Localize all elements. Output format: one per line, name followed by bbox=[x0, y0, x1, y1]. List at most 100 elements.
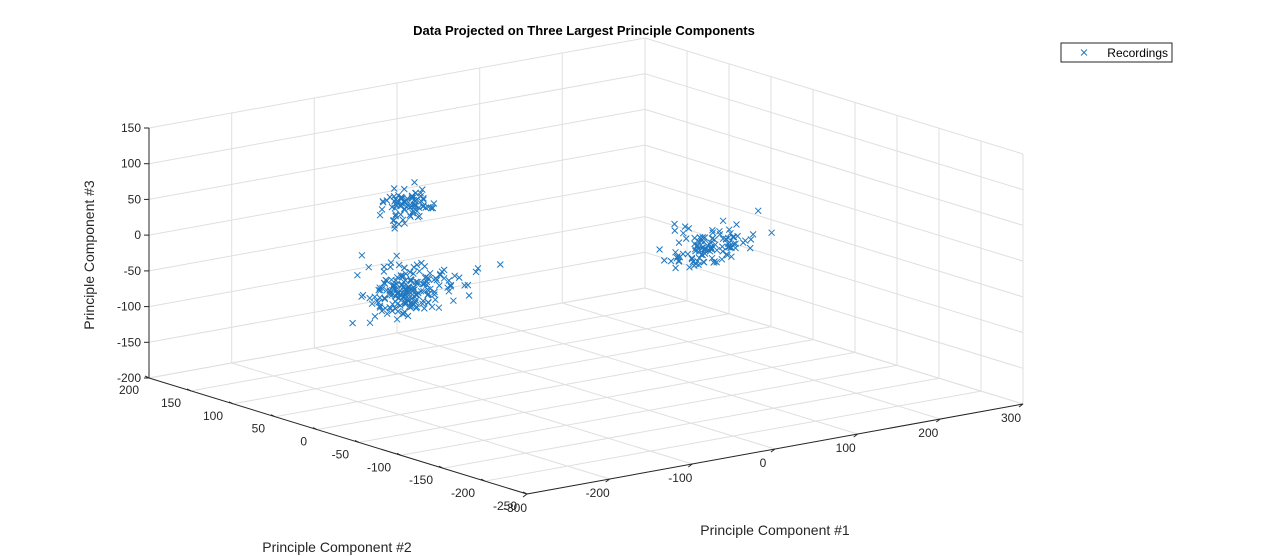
data-point bbox=[675, 239, 683, 246]
data-point bbox=[392, 305, 399, 312]
data-point bbox=[686, 263, 693, 271]
data-point bbox=[660, 257, 668, 264]
data-point bbox=[722, 236, 730, 243]
y-tick-label: 150 bbox=[161, 396, 181, 410]
data-point bbox=[445, 287, 453, 295]
data-point bbox=[408, 192, 416, 200]
data-point bbox=[667, 257, 675, 265]
data-point bbox=[401, 205, 408, 213]
y-tick-label: -100 bbox=[367, 460, 391, 474]
data-point bbox=[700, 258, 707, 266]
z-tick-label: -100 bbox=[117, 300, 141, 314]
y-tick-mark bbox=[396, 452, 402, 456]
data-point bbox=[718, 255, 726, 263]
data-point bbox=[412, 304, 420, 312]
data-point bbox=[425, 203, 432, 211]
data-point bbox=[392, 212, 399, 220]
grid-line bbox=[644, 216, 1024, 334]
data-point bbox=[419, 300, 426, 308]
y-tick-mark bbox=[480, 478, 486, 482]
data-point bbox=[371, 293, 379, 301]
data-point bbox=[436, 270, 444, 278]
chart-title: Data Projected on Three Largest Principl… bbox=[413, 23, 755, 38]
grid-line bbox=[644, 37, 1024, 155]
data-point bbox=[739, 239, 747, 246]
tick-labels: -300 -200 -100 0 100 200 300 -250 -200 -150 -100 -5… bbox=[117, 121, 1021, 515]
data-point bbox=[433, 276, 441, 284]
data-point bbox=[718, 243, 726, 250]
y-tick-mark bbox=[354, 439, 360, 443]
x-tick-label: 300 bbox=[1001, 411, 1021, 425]
y-tick-mark bbox=[312, 427, 318, 431]
grid-line bbox=[562, 302, 941, 420]
data-point bbox=[419, 280, 427, 288]
grid-line bbox=[232, 313, 730, 405]
data-point bbox=[688, 255, 696, 263]
data-point bbox=[699, 251, 707, 259]
x-tick-mark bbox=[687, 463, 693, 468]
grid-lines bbox=[148, 37, 1024, 495]
data-point bbox=[682, 235, 690, 242]
x-tick-mark bbox=[605, 478, 611, 483]
grid-line bbox=[148, 73, 646, 165]
data-point bbox=[376, 302, 384, 310]
data-point bbox=[409, 209, 417, 217]
data-point bbox=[749, 231, 757, 238]
data-point bbox=[430, 200, 438, 207]
y-tick-mark bbox=[438, 465, 444, 469]
grid-line bbox=[400, 364, 898, 456]
data-point bbox=[472, 268, 480, 276]
data-point bbox=[397, 211, 405, 218]
data-point bbox=[392, 211, 400, 218]
data-point bbox=[671, 220, 678, 228]
grid-line bbox=[148, 216, 646, 308]
legend-marker bbox=[1080, 49, 1088, 56]
data-point bbox=[368, 300, 376, 308]
data-point bbox=[401, 308, 408, 316]
data-point bbox=[727, 229, 734, 237]
data-point bbox=[707, 239, 715, 247]
data-point bbox=[451, 272, 459, 280]
data-point bbox=[701, 246, 709, 254]
data-point bbox=[406, 211, 414, 219]
y-tick-label: 50 bbox=[252, 422, 266, 436]
y-tick-label: -150 bbox=[409, 473, 433, 487]
data-point bbox=[381, 294, 388, 302]
y-tick-label: 200 bbox=[119, 383, 139, 397]
data-point bbox=[413, 261, 421, 269]
data-point bbox=[417, 287, 425, 295]
data-point bbox=[673, 254, 681, 262]
data-point bbox=[420, 280, 428, 288]
data-point bbox=[672, 264, 679, 272]
data-point bbox=[691, 240, 698, 248]
data-point bbox=[719, 217, 727, 225]
data-point bbox=[359, 291, 367, 299]
grid-line bbox=[190, 300, 688, 392]
data-point bbox=[386, 193, 394, 201]
z-tick-label: 0 bbox=[134, 228, 141, 242]
x-tick-mark bbox=[935, 418, 941, 423]
data-point bbox=[390, 217, 398, 224]
data-point bbox=[747, 236, 755, 243]
y-tick-label: -200 bbox=[451, 486, 475, 500]
data-point bbox=[371, 313, 379, 320]
grid-line bbox=[644, 180, 1024, 298]
data-point bbox=[381, 295, 389, 303]
data-markers bbox=[349, 179, 775, 327]
data-point bbox=[411, 286, 418, 293]
data-point bbox=[428, 303, 436, 311]
x-tick-mark bbox=[522, 493, 528, 498]
data-point bbox=[401, 219, 408, 227]
data-point bbox=[401, 264, 408, 272]
data-point bbox=[378, 307, 386, 315]
data-point bbox=[414, 278, 421, 286]
data-point bbox=[395, 261, 403, 269]
data-point bbox=[401, 198, 409, 206]
data-point bbox=[399, 273, 407, 281]
data-point bbox=[417, 192, 425, 200]
data-point bbox=[387, 259, 395, 266]
y-tick-mark bbox=[228, 401, 234, 405]
grid-line bbox=[644, 251, 1024, 369]
grid-line bbox=[644, 73, 1024, 191]
